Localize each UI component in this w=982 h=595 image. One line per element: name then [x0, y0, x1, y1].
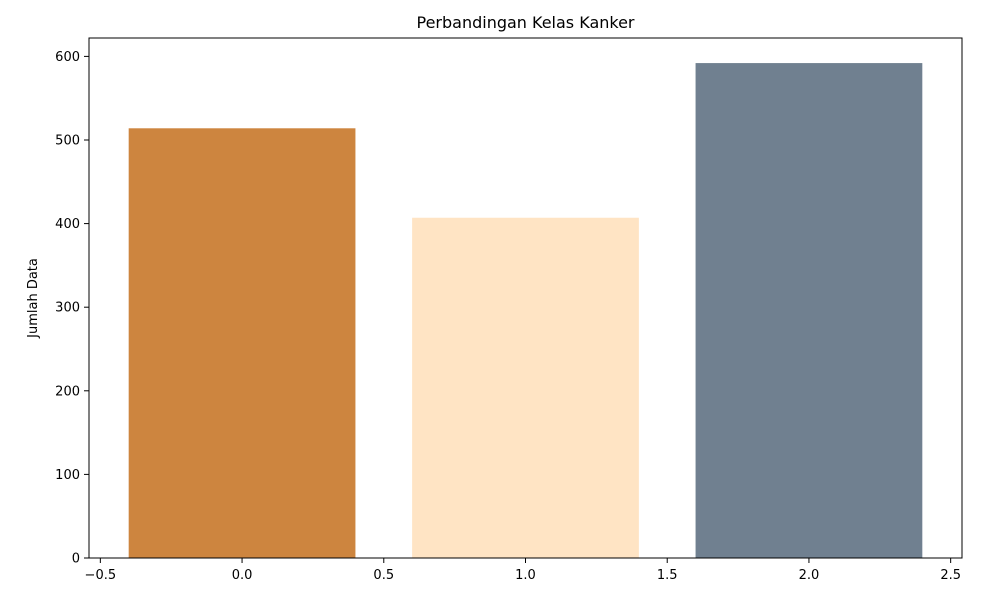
- bar-1: [412, 217, 639, 558]
- chart-title: Perbandingan Kelas Kanker: [416, 13, 634, 32]
- bars-layer: [128, 63, 923, 559]
- x-tick-label: 0.0: [232, 568, 253, 583]
- y-tick-label: 600: [55, 50, 80, 65]
- bar-2: [695, 63, 923, 559]
- y-tick-label: 200: [55, 384, 80, 399]
- y-tick-label: 500: [55, 133, 80, 148]
- y-tick-label: 400: [55, 217, 80, 232]
- y-tick-label: 0: [72, 552, 80, 567]
- bar-0: [128, 128, 356, 559]
- x-tick-label: 2.0: [799, 568, 820, 583]
- x-tick-label: 1.5: [657, 568, 678, 583]
- x-tick-label: 0.5: [373, 568, 394, 583]
- y-tick-label: 100: [55, 468, 80, 483]
- x-tick-label: 1.0: [515, 568, 536, 583]
- y-axis-ticks: 0 100 200 300 400 500 600: [55, 50, 89, 567]
- y-tick-label: 300: [55, 301, 80, 316]
- x-tick-label: 2.5: [940, 568, 961, 583]
- x-axis-ticks: −0.5 0.0 0.5 1.0 1.5 2.0 2.5: [85, 558, 961, 583]
- y-axis-label: Jumlah Data: [26, 258, 41, 339]
- x-tick-label: −0.5: [85, 568, 117, 583]
